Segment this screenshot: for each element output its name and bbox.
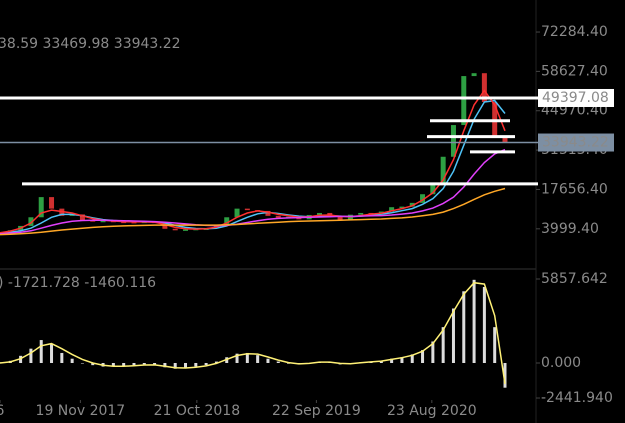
candle xyxy=(389,207,395,212)
candle xyxy=(420,194,426,203)
candle xyxy=(100,220,106,223)
histogram-bar xyxy=(400,357,404,364)
indicator-line xyxy=(0,281,506,385)
y-tick-label: 0.000 xyxy=(541,355,581,371)
histogram-bar xyxy=(70,358,74,364)
candle xyxy=(244,208,250,211)
candle xyxy=(183,229,189,231)
histogram-bar xyxy=(287,363,291,364)
y-tick-label: -2441.940 xyxy=(541,390,613,406)
histogram-bar xyxy=(493,327,497,364)
histogram-bar xyxy=(379,360,383,364)
candle xyxy=(358,212,364,215)
histogram-bar xyxy=(245,352,249,364)
indicator-line xyxy=(0,89,506,234)
histogram-bar xyxy=(256,355,260,364)
histogram-bar xyxy=(91,363,95,366)
histogram-bar xyxy=(410,354,414,364)
indicator-header: 38.59 33469.98 33943.22 xyxy=(0,36,181,52)
y-tick-label: 72284.40 xyxy=(541,24,608,40)
candle xyxy=(409,202,415,207)
candle xyxy=(450,125,456,157)
x-tick-label: 6 xyxy=(0,403,5,419)
histogram-bar xyxy=(80,363,84,364)
histogram-bar xyxy=(421,350,425,364)
histogram-bar xyxy=(503,363,507,388)
histogram-bar xyxy=(163,363,167,368)
histogram-bar xyxy=(462,291,466,364)
histogram-bar xyxy=(60,352,64,364)
histogram-bar xyxy=(142,363,146,365)
histogram-bar xyxy=(184,363,188,369)
candle xyxy=(399,206,405,209)
price-label-box xyxy=(538,133,614,152)
candle xyxy=(337,215,343,221)
histogram-bar xyxy=(50,344,54,364)
histogram-bar xyxy=(132,363,136,366)
x-tick-label: 22 Sep 2019 xyxy=(272,403,361,419)
histogram-bar xyxy=(194,363,198,367)
candle xyxy=(172,228,178,231)
candle xyxy=(224,217,230,226)
candle xyxy=(265,210,271,216)
histogram-bar xyxy=(451,308,455,364)
histogram-bar xyxy=(441,327,445,364)
y-tick-label: 5857.642 xyxy=(541,271,608,287)
histogram-bar xyxy=(266,358,270,364)
x-tick-label: 23 Aug 2020 xyxy=(387,403,477,419)
candle xyxy=(471,73,477,77)
price-label: 33943.22 xyxy=(542,135,609,151)
histogram-bar xyxy=(173,363,177,369)
price-label-box xyxy=(538,88,614,107)
candle xyxy=(38,197,44,218)
histogram-bar xyxy=(235,353,239,364)
histogram-bar xyxy=(204,363,208,366)
histogram-bar xyxy=(472,279,476,364)
candle xyxy=(461,76,467,126)
histogram-bar xyxy=(390,358,394,364)
indicator-line xyxy=(0,187,506,236)
candle xyxy=(79,214,85,221)
histogram-bar xyxy=(29,348,33,364)
histogram-bar xyxy=(153,363,157,366)
x-tick-label: 21 Oct 2018 xyxy=(154,403,241,419)
y-tick-label: 58627.40 xyxy=(541,63,608,79)
candle xyxy=(28,217,34,226)
candle xyxy=(440,156,446,185)
candle xyxy=(430,184,436,195)
candle xyxy=(481,73,487,103)
histogram-bar xyxy=(122,363,126,366)
candle xyxy=(275,215,281,218)
y-tick-label: 3999.40 xyxy=(541,221,599,237)
histogram-bar xyxy=(276,361,280,364)
y-tick-label: 17656.40 xyxy=(541,181,608,197)
histogram-bar xyxy=(214,361,218,364)
indicator-line xyxy=(0,148,506,235)
histogram-bar xyxy=(431,341,435,364)
candle xyxy=(49,197,55,209)
candle xyxy=(502,136,508,143)
histogram-bar xyxy=(111,363,115,367)
indicator-header: ) -1721.728 -1460.116 xyxy=(0,275,156,291)
candle xyxy=(316,212,322,215)
histogram-bar xyxy=(39,340,43,364)
price-label: 49397.08 xyxy=(542,90,609,106)
candle xyxy=(121,221,127,224)
candle xyxy=(234,208,240,218)
x-tick-label: 19 Nov 2017 xyxy=(36,403,126,419)
histogram-bar xyxy=(482,286,486,364)
